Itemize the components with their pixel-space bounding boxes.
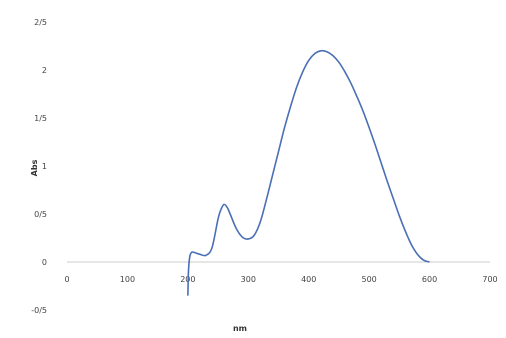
y-tick-label: 2 xyxy=(42,66,47,75)
y-tick-label: 1 xyxy=(42,162,47,171)
x-tick-label: 100 xyxy=(120,275,135,284)
x-tick-label: 0 xyxy=(64,275,69,284)
series-line xyxy=(187,49,430,296)
y-tick-label: 0/5 xyxy=(34,210,47,219)
y-tick-label: 0 xyxy=(42,258,47,267)
y-tick-label: 1/5 xyxy=(34,114,47,123)
x-tick-label: 300 xyxy=(241,275,256,284)
x-axis-ticks: 0 100 200 300 400 500 600 700 xyxy=(64,275,497,284)
x-axis-label: nm xyxy=(233,324,247,333)
y-axis-ticks: -0/5 0 0/5 1 1/5 2 2/5 xyxy=(31,18,47,315)
x-tick-label: 700 xyxy=(482,275,497,284)
x-tick-label: 500 xyxy=(362,275,377,284)
y-tick-label: -0/5 xyxy=(31,306,47,315)
y-axis-label: Abs xyxy=(30,159,39,176)
x-tick-label: 400 xyxy=(301,275,316,284)
x-tick-label: 600 xyxy=(422,275,437,284)
y-tick-label: 2/5 xyxy=(34,18,47,27)
